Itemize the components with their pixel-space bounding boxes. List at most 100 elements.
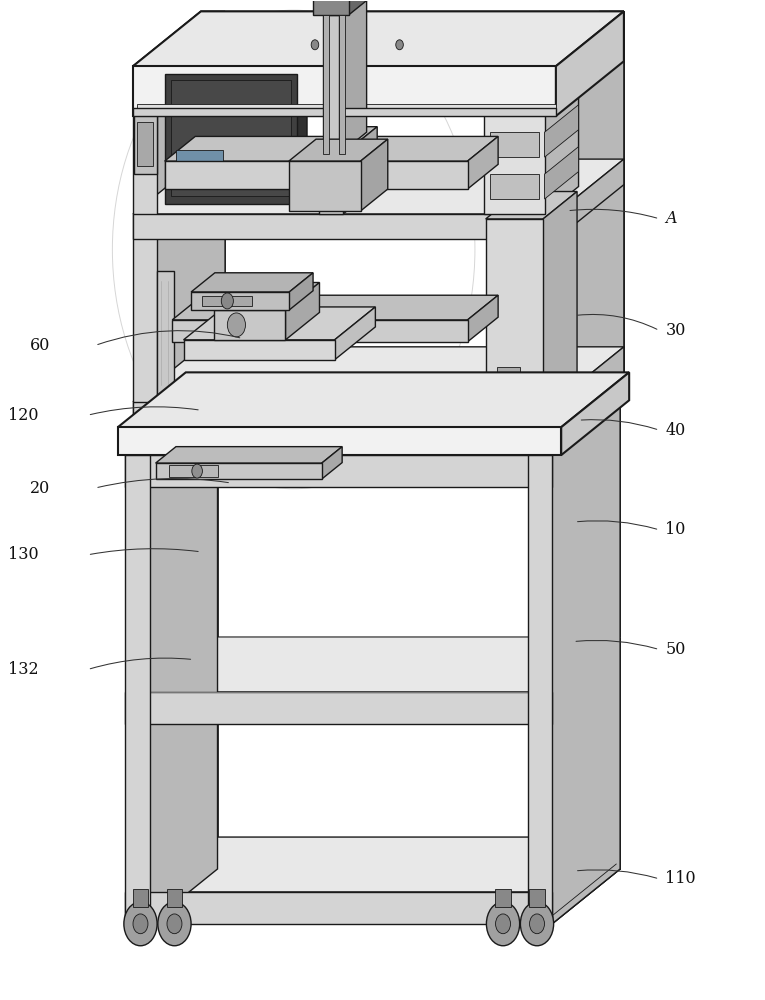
Polygon shape: [543, 192, 577, 402]
Bar: [600, 11, 624, 372]
Polygon shape: [191, 273, 313, 292]
Polygon shape: [133, 11, 225, 66]
Circle shape: [520, 902, 554, 946]
Bar: [289, 161, 360, 211]
Polygon shape: [133, 11, 624, 66]
Bar: [155, 463, 322, 479]
Bar: [201, 11, 225, 372]
Polygon shape: [289, 139, 388, 161]
Polygon shape: [552, 637, 620, 724]
Polygon shape: [184, 307, 376, 340]
Bar: [172, 320, 467, 342]
Polygon shape: [125, 400, 620, 455]
Bar: [313, 0, 350, 15]
Bar: [171, 80, 291, 196]
Bar: [172, 82, 289, 194]
Bar: [184, 340, 334, 360]
Circle shape: [221, 293, 233, 309]
Bar: [133, 889, 148, 907]
Bar: [118, 427, 562, 455]
Polygon shape: [172, 295, 498, 320]
Bar: [169, 465, 218, 477]
Polygon shape: [213, 283, 320, 310]
Bar: [486, 219, 543, 402]
Text: 60: 60: [30, 337, 50, 354]
Polygon shape: [323, 0, 366, 15]
Bar: [484, 62, 545, 214]
Circle shape: [192, 464, 203, 478]
Circle shape: [311, 40, 319, 50]
Polygon shape: [360, 139, 388, 211]
Text: 50: 50: [666, 641, 685, 658]
Bar: [133, 108, 556, 116]
Bar: [133, 66, 157, 427]
Bar: [125, 692, 552, 724]
Circle shape: [124, 902, 157, 946]
Circle shape: [158, 902, 191, 946]
Polygon shape: [322, 447, 342, 479]
Polygon shape: [467, 136, 498, 189]
Polygon shape: [164, 136, 498, 161]
Bar: [133, 402, 556, 427]
Bar: [125, 892, 552, 924]
Polygon shape: [343, 127, 377, 214]
Circle shape: [133, 914, 148, 934]
Bar: [137, 104, 556, 116]
Circle shape: [227, 313, 246, 337]
Bar: [176, 150, 223, 189]
Polygon shape: [155, 447, 342, 463]
Polygon shape: [125, 400, 217, 455]
Text: 40: 40: [666, 422, 685, 439]
Bar: [323, 15, 329, 154]
Bar: [157, 271, 174, 395]
Polygon shape: [545, 34, 578, 214]
Text: 110: 110: [666, 870, 696, 887]
Polygon shape: [545, 147, 578, 199]
Polygon shape: [125, 837, 620, 892]
Bar: [133, 214, 556, 239]
Polygon shape: [532, 11, 624, 66]
Polygon shape: [484, 34, 578, 62]
Bar: [528, 455, 552, 924]
Bar: [532, 66, 556, 427]
Circle shape: [496, 914, 510, 934]
Polygon shape: [552, 400, 620, 924]
Bar: [490, 174, 539, 199]
Polygon shape: [562, 372, 629, 455]
Polygon shape: [164, 66, 307, 74]
Polygon shape: [545, 105, 578, 157]
Bar: [194, 400, 217, 869]
Polygon shape: [133, 159, 624, 214]
Text: 10: 10: [666, 521, 685, 538]
Polygon shape: [334, 307, 376, 360]
Bar: [490, 90, 539, 115]
Bar: [323, 15, 340, 154]
Polygon shape: [350, 0, 383, 15]
Polygon shape: [486, 192, 577, 219]
Bar: [490, 132, 539, 157]
Polygon shape: [556, 11, 624, 98]
Polygon shape: [118, 372, 629, 427]
Polygon shape: [149, 400, 217, 924]
Bar: [213, 310, 285, 340]
Polygon shape: [133, 347, 624, 402]
Bar: [133, 66, 556, 116]
Polygon shape: [285, 283, 320, 340]
Bar: [164, 74, 297, 204]
Text: 120: 120: [8, 407, 38, 424]
Text: 132: 132: [8, 661, 38, 678]
Bar: [138, 122, 152, 166]
Polygon shape: [552, 837, 620, 924]
Polygon shape: [125, 637, 620, 692]
Text: 20: 20: [30, 480, 50, 497]
Bar: [340, 15, 346, 154]
Polygon shape: [133, 11, 624, 66]
Polygon shape: [467, 295, 498, 342]
Polygon shape: [340, 0, 366, 154]
Bar: [191, 292, 289, 310]
Circle shape: [396, 40, 403, 50]
Circle shape: [167, 914, 182, 934]
Polygon shape: [319, 127, 377, 154]
Bar: [596, 400, 620, 869]
Polygon shape: [545, 63, 578, 115]
